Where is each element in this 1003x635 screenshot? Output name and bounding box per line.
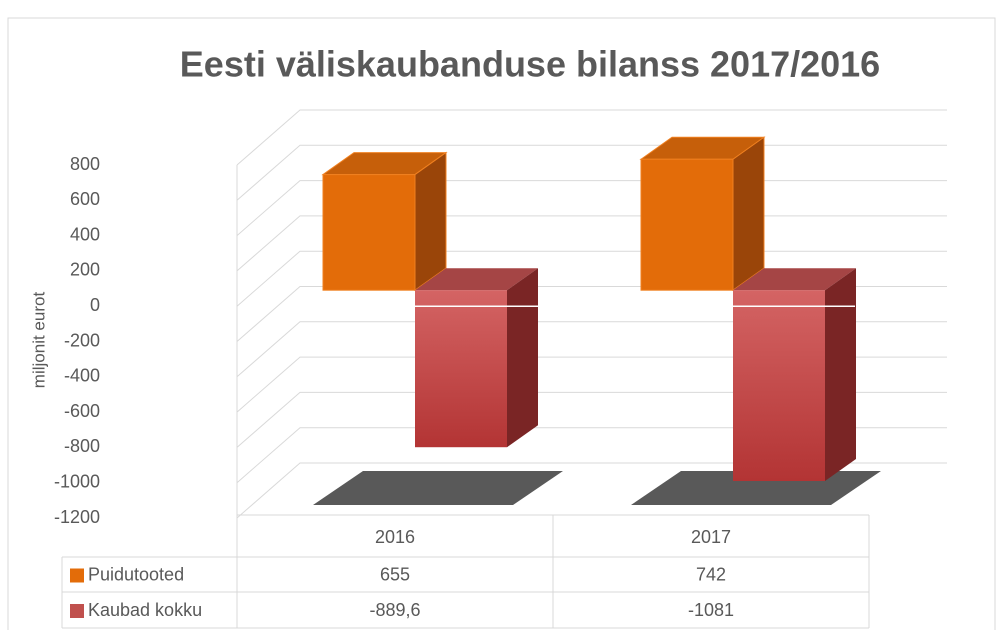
grid-line: [236, 391, 947, 448]
y-tick-label: 600: [70, 189, 100, 209]
bar: [322, 174, 416, 291]
legend-key: [70, 604, 84, 618]
bar-side: [507, 268, 538, 448]
bar-side: [825, 268, 856, 481]
y-tick-label: 400: [70, 224, 100, 244]
y-tick-label: 200: [70, 260, 100, 280]
grid-line: [236, 427, 947, 484]
bar: [733, 290, 825, 481]
legend-label: Puidutooted: [88, 564, 184, 584]
data-label: 742: [696, 564, 726, 584]
y-tick-label: 0: [90, 295, 100, 315]
data-label: -1081: [688, 600, 734, 620]
y-tick-label: 800: [70, 154, 100, 174]
y-tick-label: -400: [64, 366, 100, 386]
data-label: 655: [380, 564, 410, 584]
y-tick-label: -1000: [54, 471, 100, 491]
grid-line: [236, 356, 947, 413]
x-tick-label: 2016: [375, 527, 415, 547]
chart-border: [7, 17, 996, 635]
y-tick-label: -200: [64, 330, 100, 350]
y-tick-label: -600: [64, 401, 100, 421]
bar-top: [415, 268, 538, 291]
y-tick-label: -800: [64, 436, 100, 456]
bar: [415, 290, 507, 448]
legend-label: Kaubad kokku: [88, 600, 202, 620]
legend-key: [70, 568, 84, 583]
y-axis-label: miljonit eurot: [29, 292, 48, 389]
grid-line: [236, 321, 947, 378]
bar-side: [414, 151, 447, 292]
x-tick-label: 2017: [691, 527, 731, 547]
bar-top: [733, 268, 856, 291]
grid-line: [236, 109, 947, 166]
data-label: -889,6: [369, 600, 420, 620]
grid-line: [236, 462, 947, 519]
floor-shadow: [313, 471, 563, 505]
chart-title: Eesti väliskaubanduse bilanss 2017/2016: [180, 44, 880, 85]
bar-side: [732, 136, 765, 292]
y-tick-label: -1200: [54, 507, 100, 527]
bar: [640, 158, 734, 291]
